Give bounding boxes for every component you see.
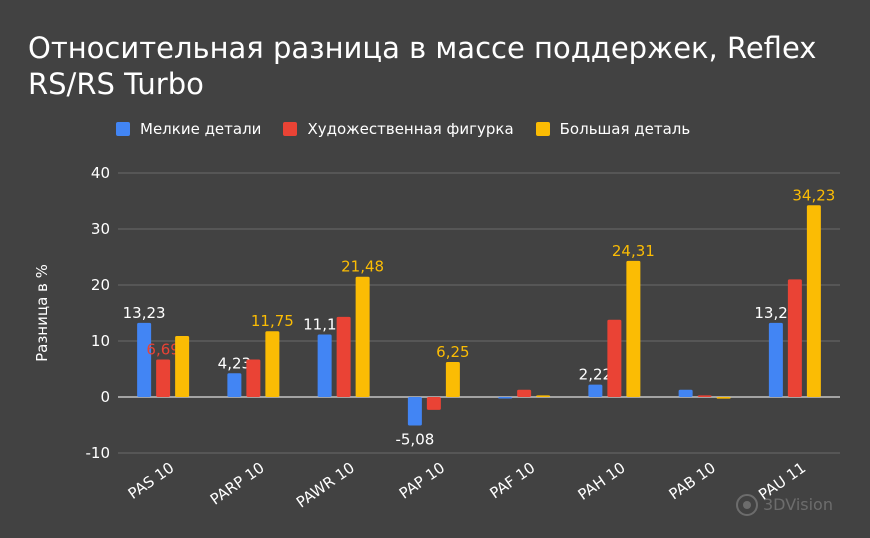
bar	[137, 322, 152, 397]
data-label: 24,31	[612, 242, 655, 260]
bar	[227, 373, 242, 397]
legend-swatch-art-figure	[283, 122, 298, 136]
bar	[426, 397, 441, 410]
bar	[355, 276, 370, 397]
legend-label-small-parts: Мелкие детали	[140, 120, 262, 138]
bar	[787, 279, 802, 397]
y-tick-label: 30	[91, 220, 110, 238]
bar	[626, 260, 641, 397]
watermark-text: 3DVision	[763, 495, 833, 514]
legend-item-small-parts: Мелкие детали	[116, 120, 261, 138]
data-label: 11,17	[303, 315, 346, 333]
data-label: 2,22	[579, 366, 612, 384]
x-tick-label: PAH 10	[575, 459, 629, 504]
y-tick-label: -10	[86, 444, 111, 462]
bar	[517, 389, 532, 397]
data-label: -5,08	[395, 430, 434, 448]
legend: Мелкие детали Художественная фигурка Бол…	[116, 120, 712, 138]
bar	[768, 322, 783, 397]
bar	[317, 334, 332, 397]
bar	[407, 397, 422, 426]
data-label: 13,23	[754, 304, 797, 322]
x-tick-label: PAB 10	[666, 459, 719, 504]
bar	[607, 319, 622, 397]
bar	[678, 389, 693, 397]
data-label: 21,48	[341, 258, 384, 276]
x-tick-label: PAWR 10	[293, 459, 358, 512]
data-label: 6,69	[146, 341, 179, 359]
y-axis-label: Разница в %	[33, 264, 51, 362]
x-tick-label: PAS 10	[125, 459, 178, 503]
bar	[175, 335, 190, 397]
legend-swatch-small-parts	[116, 122, 130, 136]
legend-label-large-part: Большая деталь	[559, 120, 691, 138]
data-label: 6,25	[436, 343, 469, 361]
bar	[445, 362, 460, 397]
data-label: 13,23	[123, 304, 166, 322]
bar	[156, 359, 171, 397]
bar	[536, 395, 551, 397]
bar	[716, 397, 731, 399]
x-tick-label: PAF 10	[486, 459, 538, 503]
data-label: 34,23	[792, 186, 835, 204]
y-tick-label: 40	[91, 164, 110, 182]
bar	[336, 316, 351, 397]
y-tick-label: 20	[91, 276, 110, 294]
bar	[697, 395, 712, 397]
legend-item-large-part: Большая деталь	[535, 120, 691, 138]
bar	[498, 397, 513, 399]
x-tick-label: PARP 10	[207, 459, 268, 509]
data-label: 11,75	[251, 312, 294, 330]
legend-swatch-large-part	[535, 122, 550, 136]
watermark-logo: 3DVision	[736, 494, 833, 516]
legend-item-art-figure: Художественная фигурка	[283, 120, 514, 138]
x-tick-label: PAP 10	[396, 459, 448, 503]
bar	[265, 331, 280, 397]
chart-title: Относительная разница в массе поддержек,…	[28, 31, 817, 101]
data-label: 4,23	[218, 354, 251, 372]
bar	[806, 205, 821, 397]
bar	[588, 384, 603, 397]
y-tick-label: 0	[100, 388, 110, 406]
bar	[246, 359, 261, 397]
legend-label-art-figure: Художественная фигурка	[307, 120, 514, 138]
y-tick-label: 10	[91, 332, 110, 350]
